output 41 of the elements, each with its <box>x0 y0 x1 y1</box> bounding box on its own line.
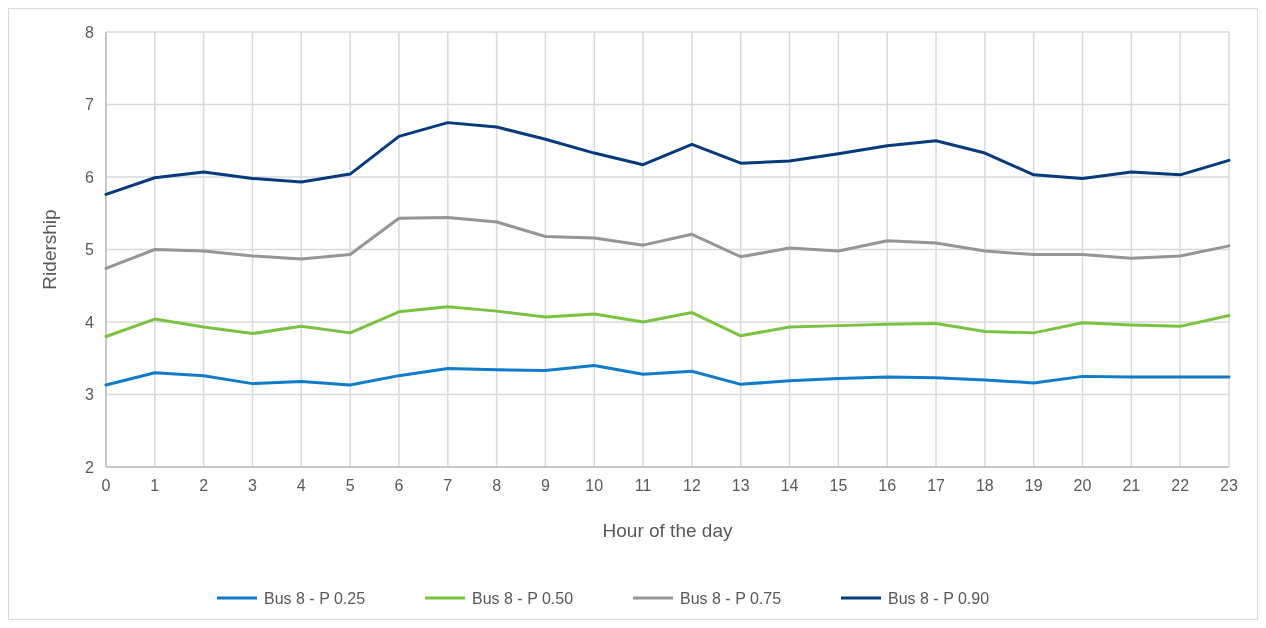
x-tick-label: 19 <box>1024 477 1043 494</box>
x-tick-label: 8 <box>492 477 502 494</box>
x-tick-label: 18 <box>975 477 994 494</box>
line-series <box>104 121 1231 196</box>
x-tick-label: 20 <box>1073 477 1092 494</box>
x-tick-label: 14 <box>780 477 799 494</box>
y-tick-label: 6 <box>85 168 95 186</box>
legend-label: Bus 8 - P 0.25 <box>264 589 366 607</box>
x-tick-label: 7 <box>443 477 453 494</box>
y-tick-label: 3 <box>85 386 95 404</box>
y-tick-label: 2 <box>85 458 95 476</box>
legend-label: Bus 8 - P 0.90 <box>888 589 990 607</box>
x-axis-title: Hour of the day <box>602 520 733 541</box>
x-tick-label: 2 <box>199 477 209 494</box>
x-tick-label: 6 <box>394 477 404 494</box>
legend-label: Bus 8 - P 0.50 <box>472 589 574 607</box>
x-tick-label: 15 <box>829 477 848 494</box>
y-tick-label: 8 <box>85 23 95 41</box>
x-tick-label: 23 <box>1220 477 1238 494</box>
x-tick-label: 0 <box>101 477 111 494</box>
x-tick-label: 3 <box>248 477 258 494</box>
x-tick-label: 17 <box>927 477 946 494</box>
line-series <box>104 364 1231 387</box>
line-series <box>104 216 1231 270</box>
y-tick-label: 5 <box>85 241 95 259</box>
y-axis-title: Ridership <box>39 209 60 290</box>
x-tick-label: 16 <box>878 477 897 494</box>
y-tick-label: 7 <box>85 96 95 114</box>
x-tick-label: 13 <box>731 477 750 494</box>
x-tick-label: 22 <box>1171 477 1190 494</box>
line-series <box>104 305 1231 338</box>
legend-label: Bus 8 - P 0.75 <box>680 589 782 607</box>
x-tick-label: 4 <box>296 477 306 494</box>
x-tick-label: 9 <box>540 477 550 494</box>
x-tick-label: 11 <box>634 477 652 494</box>
y-tick-label: 4 <box>85 313 95 331</box>
x-tick-label: 1 <box>150 477 160 494</box>
x-tick-label: 21 <box>1122 477 1141 494</box>
x-tick-label: 12 <box>683 477 701 494</box>
x-tick-label: 10 <box>585 477 604 494</box>
x-tick-label: 5 <box>345 477 355 494</box>
